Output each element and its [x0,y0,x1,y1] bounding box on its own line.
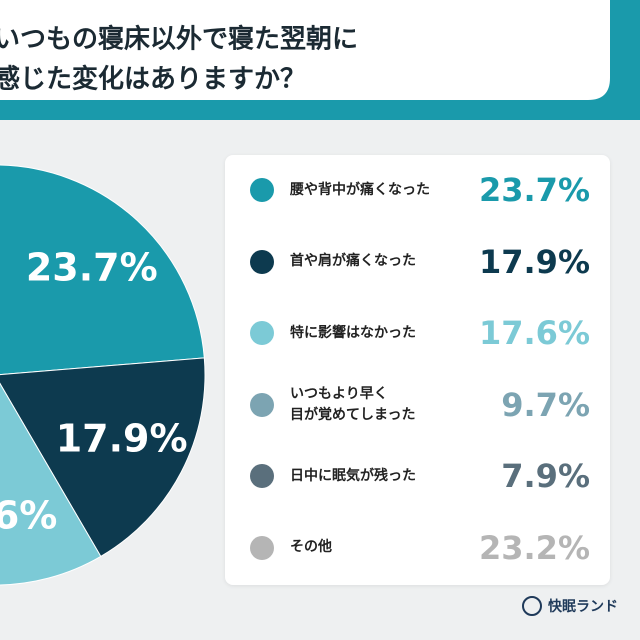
pie-slice [0,357,206,558]
header-card [0,0,610,100]
brand-name: 快眠ランド [548,599,618,615]
legend-label: その他 [290,539,332,556]
legend-swatch [250,178,274,202]
legend-value: 9.7% [501,385,590,424]
legend-swatch [250,535,274,560]
legend-swatch [250,249,274,274]
legend-swatch [250,392,274,417]
brand: 快眠ランド [522,596,618,616]
legend-row: 日中に眠気が残った 7.9% [225,446,610,506]
legend-label: 腰や背中が痛くなった [290,181,430,198]
legend-row: 首や肩が痛くなった 17.9% [225,232,610,292]
legend-swatch [250,321,274,345]
slice-label: 17.6% [0,493,57,537]
legend-value: 7.9% [501,457,590,495]
legend-value: 17.9% [478,242,590,281]
legend-row: 腰や背中が痛くなった 23.7% [225,160,610,220]
title-line: 感じた変化はありますか？ [0,64,306,95]
pie-slice [0,164,205,376]
legend-value: 23.7% [478,171,590,209]
title-line: いつもの寝床以外で寝た翌朝に [0,24,358,55]
legend-label: いつもより早く 目が覚めてしまった [290,386,416,423]
legend-label: 首や肩が痛くなった [290,253,416,270]
legend: 腰や背中が痛くなった 23.7% 首や肩が痛くなった 17.9% 特に影響はなかった 17… [225,155,610,585]
legend-swatch [250,464,274,488]
slice-label: 17.9% [56,417,188,461]
legend-label: 日中に眠気が残った [290,467,416,484]
pie: 23.7%17.9%17.6%9.7%7.9%23.2% [0,164,206,586]
pie-slice [0,382,102,586]
legend-value: 23.2% [478,528,590,567]
legend-row: 特に影響はなかった 17.6% [225,303,610,363]
brand-logo [522,596,542,616]
legend-row: その他 23.2% [225,518,610,578]
legend-row: いつもより早く 目が覚めてしまった 9.7% [225,375,610,435]
legend-value: 17.6% [478,314,590,352]
legend-label: 特に影響はなかった [290,324,416,341]
slice-label: 23.7% [26,245,158,289]
